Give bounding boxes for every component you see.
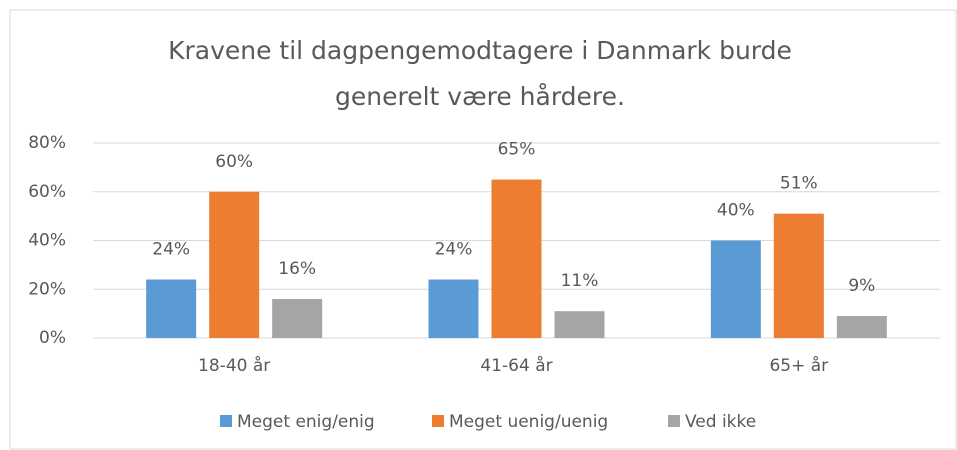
data-label: 65%: [498, 140, 536, 160]
y-tick-label: 40%: [28, 231, 66, 251]
legend-swatch: [220, 415, 232, 427]
bar: [710, 240, 761, 338]
bar: [428, 279, 479, 338]
bar: [836, 316, 887, 338]
bar: [209, 191, 260, 338]
data-label: 60%: [215, 152, 253, 172]
bar: [146, 279, 197, 338]
data-label: 11%: [561, 271, 599, 291]
data-label: 9%: [848, 276, 875, 296]
bar: [272, 299, 323, 338]
bar: [773, 213, 824, 338]
legend-swatch: [668, 415, 680, 427]
bar: [554, 311, 605, 338]
x-tick-label: 18-40 år: [198, 355, 270, 376]
y-tick-label: 20%: [28, 279, 66, 299]
legend-swatch: [432, 415, 444, 427]
y-tick-label: 0%: [39, 328, 66, 348]
y-tick-label: 60%: [28, 182, 66, 202]
data-label: 51%: [780, 174, 818, 194]
legend-label: Ved ikke: [685, 412, 756, 432]
legend-label: Meget enig/enig: [237, 412, 375, 432]
chart-title: Kravene til dagpengemodtagere i Danmark …: [168, 36, 792, 65]
data-label: 16%: [278, 259, 316, 279]
data-label: 40%: [717, 201, 755, 221]
y-tick-label: 80%: [28, 133, 66, 153]
data-label: 24%: [152, 240, 190, 260]
bar: [491, 179, 542, 338]
legend-label: Meget uenig/uenig: [449, 412, 608, 432]
data-label: 24%: [435, 240, 473, 260]
x-tick-label: 41-64 år: [480, 355, 552, 376]
chart-title: generelt være hårdere.: [335, 82, 625, 111]
x-tick-label: 65+ år: [769, 355, 828, 376]
